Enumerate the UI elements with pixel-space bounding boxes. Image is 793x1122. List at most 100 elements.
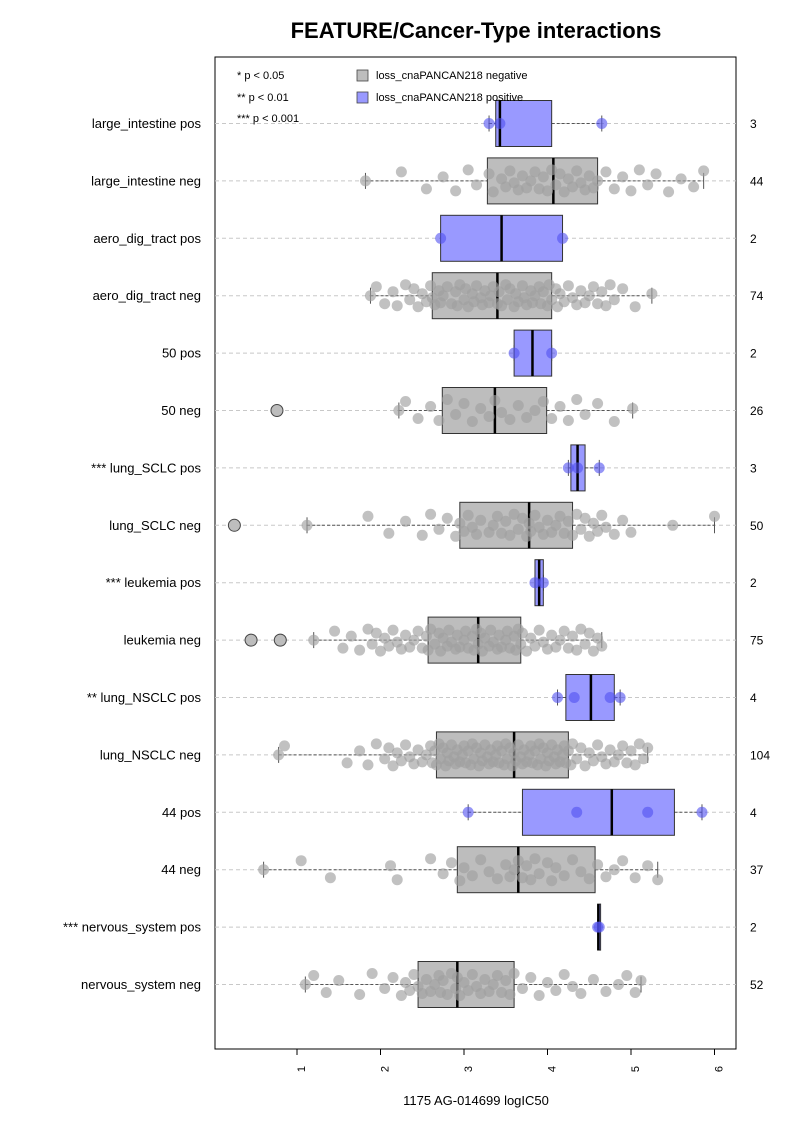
data-point: [475, 854, 487, 866]
data-point: [529, 577, 541, 589]
data-point: [592, 739, 604, 751]
outlier-point: [270, 404, 284, 417]
data-point: [575, 742, 587, 754]
data-point: [625, 526, 637, 538]
data-point: [583, 530, 595, 542]
data-point: [354, 644, 366, 656]
data-point: [600, 758, 612, 770]
data-point: [437, 975, 449, 986]
data-point: [462, 509, 474, 521]
group-count: 2: [750, 347, 757, 361]
data-point: [337, 642, 349, 654]
group-count: 50: [750, 519, 764, 533]
data-point: [600, 300, 612, 312]
data-point: [400, 279, 412, 291]
data-point: [537, 528, 549, 540]
data-point: [504, 989, 516, 1000]
data-point: [562, 415, 574, 426]
data-point: [617, 514, 629, 526]
data-point: [471, 528, 483, 540]
data-point: [383, 742, 395, 754]
data-point: [529, 640, 541, 652]
data-point: [587, 645, 599, 657]
data-point: [583, 170, 595, 182]
data-point: [525, 972, 537, 983]
plot-frame: [214, 56, 737, 1050]
data-point: [408, 969, 420, 980]
group-count: 3: [750, 461, 757, 475]
group-count: 37: [750, 863, 764, 877]
legend-label-positive: loss_cnaPANCAN218 positive: [376, 92, 523, 104]
data-point: [387, 972, 399, 983]
data-point: [425, 853, 437, 865]
group-count: 4: [750, 691, 757, 705]
data-point: [375, 645, 386, 657]
chart-title: FEATURE/Cancer-Type interactions: [291, 18, 662, 43]
data-point: [412, 413, 424, 424]
data-point: [483, 118, 495, 129]
data-point: [441, 281, 453, 293]
data-point: [550, 985, 562, 996]
data-point: [579, 512, 591, 524]
data-point: [571, 165, 583, 177]
data-point: [600, 166, 612, 178]
data-point: [341, 757, 353, 769]
data-point: [466, 416, 478, 427]
data-point: [592, 859, 604, 871]
data-point: [437, 171, 449, 183]
data-point: [642, 742, 654, 754]
data-point: [391, 300, 403, 312]
data-point: [387, 624, 399, 636]
data-point: [600, 521, 612, 533]
data-point: [583, 290, 595, 302]
data-point: [508, 864, 520, 876]
x-axis-label: 1175 AG-014699 logIC50: [403, 1093, 549, 1108]
data-point: [542, 514, 553, 526]
legend: * p < 0.05 ** p < 0.01 *** p < 0.001 los…: [237, 69, 527, 125]
data-point: [501, 294, 513, 306]
data-point: [550, 862, 562, 874]
data-point: [675, 173, 687, 185]
data-point: [571, 508, 583, 520]
data-point: [537, 396, 549, 407]
data-point: [529, 405, 541, 416]
data-point: [587, 974, 599, 985]
data-point: [521, 645, 533, 657]
data-point: [516, 872, 528, 884]
data-point: [575, 866, 587, 878]
legend-swatch-positive: [356, 91, 369, 104]
data-point: [320, 987, 332, 998]
data-point: [454, 875, 466, 887]
data-point: [521, 860, 533, 872]
group-label: 50 pos: [162, 346, 202, 361]
data-point: [600, 871, 612, 883]
data-point: [635, 975, 647, 986]
data-point: [441, 512, 453, 524]
group-label: *** nervous_system pos: [63, 920, 202, 935]
group-label: large_intestine pos: [92, 116, 202, 131]
data-point: [529, 290, 541, 302]
data-point: [542, 977, 553, 988]
data-point: [491, 970, 503, 981]
data-point: [412, 301, 424, 313]
outlier-point: [227, 518, 241, 532]
data-point: [435, 232, 447, 244]
x-tick-label: 5: [630, 1066, 642, 1072]
data-point: [364, 290, 376, 302]
data-point: [579, 184, 591, 196]
data-point: [642, 806, 654, 818]
data-point: [575, 988, 587, 999]
legend-sig-3: *** p < 0.001: [237, 113, 299, 125]
data-point: [593, 462, 605, 474]
data-point: [395, 755, 407, 767]
data-point: [400, 739, 412, 751]
data-point: [629, 987, 641, 998]
data-points: [227, 118, 720, 1001]
data-point: [562, 462, 574, 474]
data-point: [604, 692, 616, 703]
data-point: [512, 184, 524, 196]
data-point: [642, 179, 654, 191]
data-point: [646, 288, 658, 300]
data-point: [487, 979, 499, 990]
